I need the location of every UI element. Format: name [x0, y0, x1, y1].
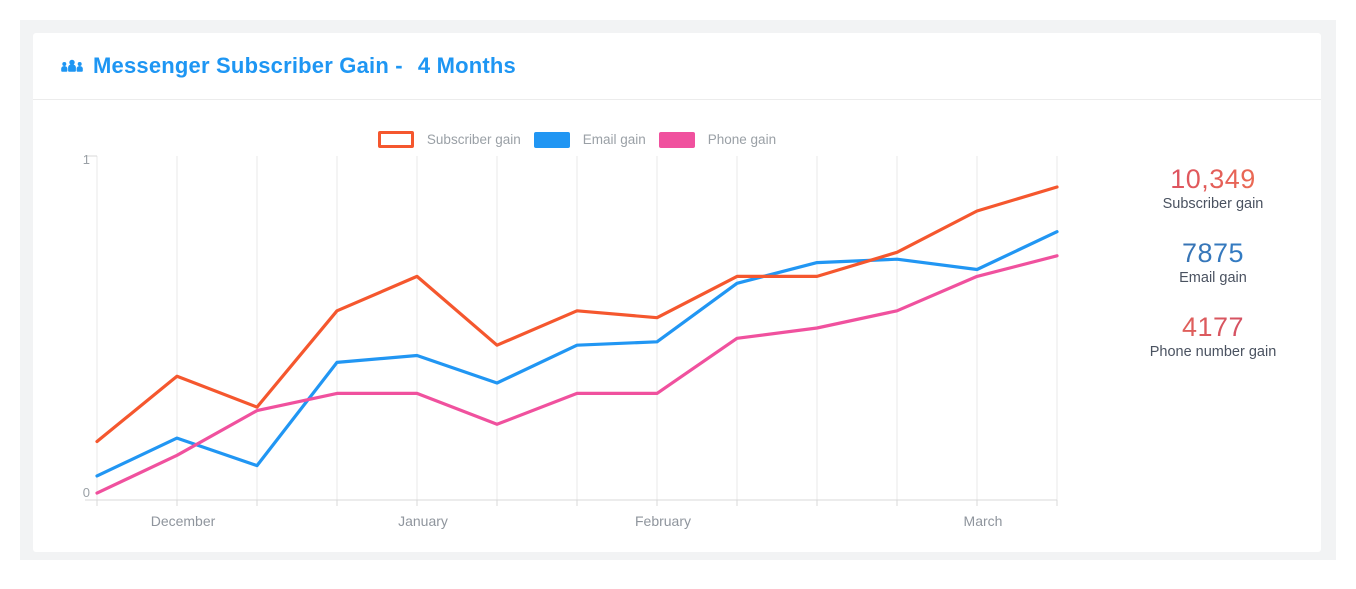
page-title: Messenger Subscriber Gain - 4 Months [93, 53, 516, 79]
x-axis-label: February [635, 513, 691, 529]
stat-value: 10,349 [1105, 164, 1321, 194]
stat-label: Phone number gain [1149, 344, 1277, 360]
chart-legend: Subscriber gain Email gain Phone gain [97, 131, 1057, 148]
series-line-phone-gain [95, 254, 1059, 495]
legend-item-subscriber-gain[interactable]: Subscriber gain [377, 131, 521, 148]
legend-swatch [658, 131, 695, 148]
users-icon [60, 58, 84, 75]
legend-item-email-gain[interactable]: Email gain [533, 131, 646, 148]
stat-value: 4177 [1105, 312, 1321, 342]
stat-value: 7875 [1105, 238, 1321, 268]
x-axis-label: March [964, 513, 1003, 529]
legend-item-phone-gain[interactable]: Phone gain [658, 131, 777, 148]
legend-label: Subscriber gain [426, 132, 521, 147]
stat-label: Email gain [1179, 270, 1247, 286]
legend-swatch [377, 131, 414, 148]
x-axis-label: January [398, 513, 448, 529]
line-chart-canvas[interactable]: 1 0 December January February March [33, 33, 1321, 552]
series-line-email-gain [95, 230, 1059, 478]
stat-subscriber-gain: 10,349 Subscriber gain [1105, 164, 1321, 212]
stat-email-gain: 7875 Email gain [1105, 238, 1321, 286]
y-axis-label-min: 0 [83, 485, 90, 500]
stats-panel: 10,349 Subscriber gain 7875 Email gain 4177 P… [1105, 164, 1321, 360]
legend-label: Phone gain [707, 132, 777, 147]
title-prefix: Messenger Subscriber Gain - [93, 53, 403, 78]
y-axis-label-max: 1 [83, 152, 90, 167]
stat-phone-number-gain: 4177 Phone number gain [1105, 312, 1321, 360]
legend-swatch [533, 131, 570, 148]
chart-card: Messenger Subscriber Gain - 4 Months 1 0 De… [33, 33, 1321, 552]
card-header: Messenger Subscriber Gain - 4 Months [33, 33, 1321, 100]
title-suffix: 4 Months [417, 53, 516, 78]
stat-label: Subscriber gain [1162, 196, 1264, 212]
series-line-subscriber-gain [95, 185, 1059, 444]
legend-label: Email gain [582, 132, 646, 147]
x-axis-label: December [151, 513, 216, 529]
